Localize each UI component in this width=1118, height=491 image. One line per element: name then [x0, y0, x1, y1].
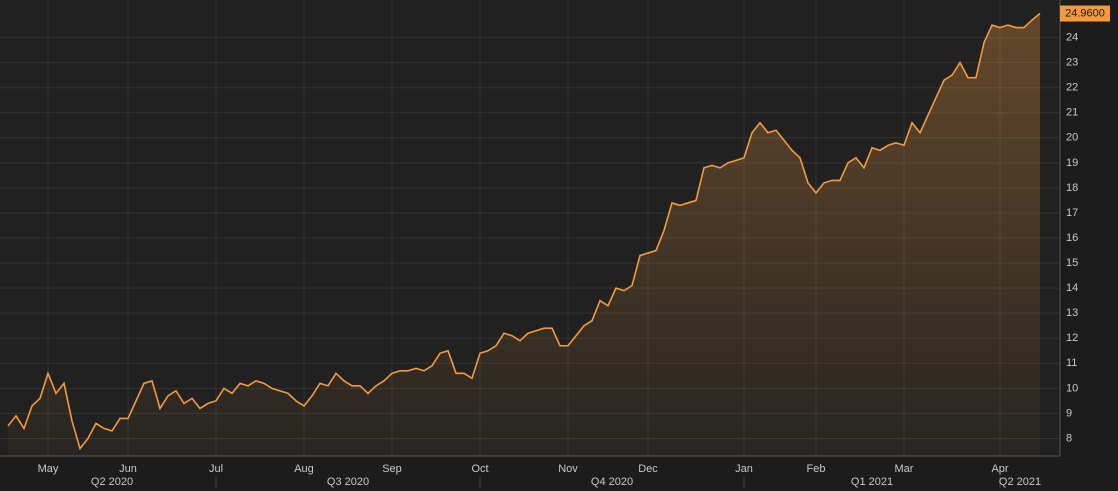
last-value-label: 24.9600 [1065, 7, 1105, 19]
quarter-label: Q2 2021 [999, 476, 1041, 488]
y-tick-label: 14 [1066, 282, 1078, 294]
quarter-label: Q1 2021 [851, 476, 893, 488]
y-tick-label: 22 [1066, 82, 1078, 94]
y-tick-label: 17 [1066, 207, 1078, 219]
x-tick-label: Dec [638, 463, 658, 475]
x-tick-label: Jul [209, 463, 223, 475]
y-tick-label: 9 [1066, 407, 1072, 419]
x-tick-label: Jun [119, 463, 137, 475]
area-fill [8, 13, 1040, 457]
y-tick-label: 23 [1066, 57, 1078, 69]
y-tick-label: 15 [1066, 257, 1078, 269]
line [7, 12, 1041, 451]
y-tick-label: 12 [1066, 332, 1078, 344]
y-tick-label: 13 [1066, 307, 1078, 319]
y-tick-label: 24 [1066, 31, 1078, 43]
last-value-box [1060, 5, 1110, 22]
x-tick-label: May [38, 463, 59, 475]
y-tick-label: 11 [1066, 357, 1077, 369]
y-tick-label: 10 [1066, 382, 1078, 394]
x-tick-label: Apr [991, 463, 1008, 475]
x-tick-label: Aug [294, 463, 314, 475]
y-tick-label: 8 [1066, 432, 1072, 444]
y-tick-label: 21 [1066, 107, 1078, 119]
y-tick-label: 18 [1066, 182, 1078, 194]
quarter-label: Q3 2020 [327, 476, 369, 488]
x-tick-label: Jan [735, 463, 753, 475]
x-tick-label: Sep [382, 463, 402, 475]
x-tick-label: Feb [807, 463, 826, 475]
y-tick-label: 16 [1066, 232, 1078, 244]
quarter-label: Q4 2020 [591, 476, 633, 488]
y-tick-label: 20 [1066, 132, 1078, 144]
x-tick-label: Mar [895, 463, 914, 475]
x-tick-label: Oct [471, 463, 488, 475]
y-tick-label: 19 [1066, 157, 1078, 169]
quarter-label: Q2 2020 [91, 476, 133, 488]
x-tick-label: Nov [558, 463, 578, 475]
